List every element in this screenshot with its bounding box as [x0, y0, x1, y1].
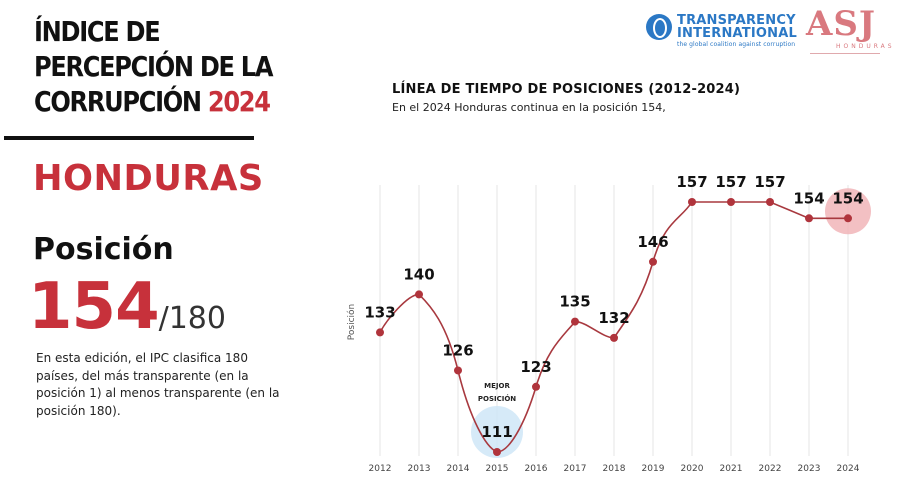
data-point-2019: [649, 257, 657, 266]
data-label-2017: 135: [559, 293, 590, 311]
chart-title: LÍNEA DE TIEMPO DE POSICIONES (2012-2024…: [392, 82, 741, 97]
title-line-3-text: CORRUPCIÓN: [34, 85, 202, 118]
data-point-2015: [493, 448, 501, 456]
title-line-1: ÍNDICE DE: [34, 15, 161, 48]
data-point-2013: [415, 290, 423, 299]
ti-name: TRANSPARENCY INTERNATIONAL: [677, 14, 797, 40]
rank-value: 154: [28, 270, 160, 344]
data-label-2021: 157: [715, 173, 746, 191]
data-point-2021: [727, 198, 735, 206]
data-point-2022: [766, 198, 774, 206]
data-point-2020: [688, 198, 696, 206]
x-tick-2014: 2014: [447, 464, 470, 474]
annotation-label-line-1: MEJOR: [484, 382, 510, 390]
rank-display: 154/180: [28, 270, 226, 344]
x-tick-2018: 2018: [603, 464, 626, 474]
data-label-2022: 157: [754, 173, 785, 191]
title-year: 2024: [207, 85, 271, 118]
chart-subtitle: En el 2024 Honduras continua en la posic…: [392, 101, 666, 114]
asj-underline: [810, 53, 880, 54]
x-tick-2023: 2023: [798, 464, 821, 474]
x-tick-2012: 2012: [369, 464, 392, 474]
country-name: HONDURAS: [33, 158, 264, 199]
ti-name-line-2: INTERNATIONAL: [677, 26, 797, 41]
x-tick-2015: 2015: [486, 464, 509, 474]
data-label-2020: 157: [676, 173, 707, 191]
title-divider: [4, 136, 254, 140]
ti-tagline: the global coalition against corruption: [677, 41, 796, 48]
data-label-2012: 133: [364, 303, 395, 321]
x-tick-2022: 2022: [759, 464, 782, 474]
current-position-highlight: [825, 188, 871, 235]
data-point-2023: [805, 214, 813, 223]
data-point-2024: [844, 214, 852, 223]
ti-name-line-1: TRANSPARENCY: [677, 13, 796, 28]
asj-mark: ASJ: [806, 4, 877, 44]
position-label: Posición: [33, 232, 174, 267]
data-label-2018: 132: [598, 309, 629, 327]
rank-description: En esta edición, el IPC clasifica 180 pa…: [36, 351, 280, 418]
x-tick-2017: 2017: [564, 464, 587, 474]
x-tick-2019: 2019: [642, 464, 665, 474]
x-tick-2024: 2024: [837, 464, 860, 474]
title-line-3: CORRUPCIÓN 2024: [34, 84, 292, 119]
data-label-2024: 154: [832, 189, 863, 207]
main-title: ÍNDICE DE PERCEPCIÓN DE LA CORRUPCIÓN 20…: [34, 14, 334, 119]
x-tick-2016: 2016: [525, 464, 548, 474]
data-point-2012: [376, 328, 384, 337]
best-position-highlight: [471, 406, 523, 458]
x-tick-2021: 2021: [720, 464, 743, 474]
globe-icon: [646, 14, 672, 40]
data-label-2015: 111: [481, 423, 512, 441]
data-label-2023: 154: [793, 189, 824, 207]
data-label-2013: 140: [403, 265, 434, 283]
asj-logo: ASJ HONDURAS: [806, 4, 895, 58]
data-point-2017: [571, 317, 579, 326]
y-axis-title: Posición: [346, 304, 357, 340]
transparency-international-logo: TRANSPARENCY INTERNATIONAL the global coa…: [646, 12, 797, 52]
title-line-2: PERCEPCIÓN DE LA: [34, 50, 274, 83]
asj-subtitle: HONDURAS: [836, 43, 895, 50]
x-tick-2020: 2020: [681, 464, 704, 474]
data-point-2018: [610, 333, 618, 342]
data-label-2019: 146: [637, 233, 668, 251]
data-label-2014: 126: [442, 341, 473, 359]
x-tick-2013: 2013: [408, 464, 431, 474]
annotation-label-line-2: POSICIÓN: [478, 394, 516, 403]
data-point-2014: [454, 366, 462, 375]
rank-total: /180: [158, 301, 226, 336]
data-point-2016: [532, 382, 540, 391]
data-label-2016: 123: [520, 358, 551, 376]
